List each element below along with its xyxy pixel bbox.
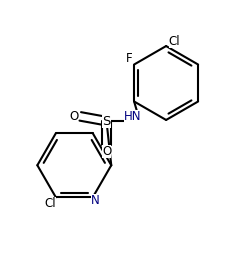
Text: Cl: Cl [44,197,56,210]
Text: O: O [69,110,78,123]
Text: N: N [91,194,100,207]
Text: F: F [126,52,133,65]
Text: S: S [102,115,111,128]
Text: O: O [102,145,111,158]
Text: Cl: Cl [169,35,180,48]
Text: HN: HN [124,110,142,123]
